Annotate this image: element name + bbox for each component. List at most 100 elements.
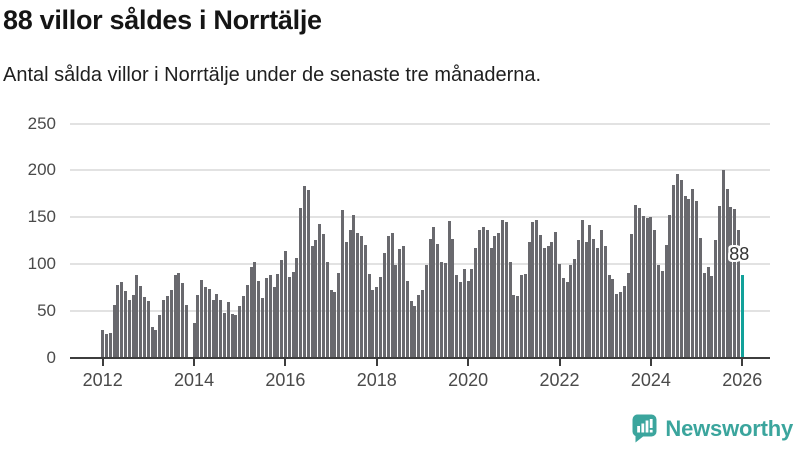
bar xyxy=(363,245,367,358)
bar xyxy=(219,299,223,358)
x-axis-tick xyxy=(649,359,652,366)
bar xyxy=(539,235,542,358)
bar xyxy=(618,292,622,358)
bar xyxy=(660,270,664,358)
bar xyxy=(611,279,615,358)
bar xyxy=(729,207,733,358)
bar xyxy=(417,295,421,358)
bar xyxy=(668,215,672,358)
bar xyxy=(299,207,303,358)
gridline xyxy=(70,216,770,219)
bar xyxy=(322,234,325,358)
bar xyxy=(116,284,120,358)
bar xyxy=(493,236,497,358)
bar xyxy=(234,314,238,358)
bar xyxy=(310,246,314,358)
bar xyxy=(405,281,409,358)
bar xyxy=(382,252,386,358)
bar xyxy=(622,285,626,358)
bar xyxy=(664,245,668,358)
x-axis-label: 2024 xyxy=(630,370,671,390)
bar xyxy=(352,215,356,358)
bar xyxy=(283,251,287,358)
bar xyxy=(200,280,204,358)
bar xyxy=(245,284,249,358)
bar xyxy=(329,290,333,358)
bar xyxy=(105,333,108,358)
x-axis-label: 2016 xyxy=(265,370,306,390)
bar xyxy=(127,299,131,358)
bar xyxy=(466,281,470,358)
bar xyxy=(413,306,417,358)
chart-subtitle: Antal sålda villor i Norrtälje under de … xyxy=(3,64,542,86)
bar xyxy=(569,265,573,358)
bar xyxy=(257,281,261,358)
bar xyxy=(462,268,466,358)
bar xyxy=(630,234,634,358)
bar xyxy=(318,223,322,358)
bar xyxy=(626,272,630,358)
bar xyxy=(725,189,729,358)
x-axis-line xyxy=(70,357,770,359)
bar xyxy=(333,292,337,358)
bar xyxy=(653,230,657,358)
x-axis-tick xyxy=(741,359,744,366)
highlight-value-label: 88 xyxy=(729,244,750,265)
bar xyxy=(253,262,257,358)
bar xyxy=(356,233,360,358)
bar xyxy=(489,248,493,358)
bar xyxy=(550,241,554,358)
bar xyxy=(436,243,440,358)
x-axis-tick xyxy=(467,359,470,366)
bar xyxy=(261,297,265,358)
bar xyxy=(676,174,680,358)
bar xyxy=(211,299,215,358)
bar xyxy=(634,205,638,358)
x-axis-tick xyxy=(101,359,104,366)
x-axis-tick xyxy=(284,359,287,366)
y-axis-label: 50 xyxy=(37,301,56,321)
y-axis-label: 150 xyxy=(27,207,56,227)
y-axis-label: 100 xyxy=(27,254,56,274)
bar xyxy=(401,246,405,358)
bar xyxy=(272,286,276,358)
bar xyxy=(565,282,569,358)
bar xyxy=(535,220,539,358)
bar xyxy=(527,241,531,358)
bar xyxy=(736,229,740,358)
bar xyxy=(124,291,128,358)
bar xyxy=(531,222,535,358)
bar xyxy=(341,209,345,358)
bar xyxy=(207,288,211,358)
bar xyxy=(139,285,143,358)
bar xyxy=(710,276,714,358)
bar xyxy=(386,236,390,358)
bar xyxy=(481,226,485,358)
x-axis-label: 2018 xyxy=(356,370,397,390)
bar xyxy=(599,230,603,358)
bar xyxy=(519,275,523,358)
bar xyxy=(131,295,135,358)
bar xyxy=(523,273,527,358)
bar xyxy=(215,294,219,358)
bar xyxy=(120,282,124,358)
bar xyxy=(714,239,718,358)
newsworthy-logo[interactable]: Newsworthy xyxy=(632,414,793,443)
bar xyxy=(223,312,227,358)
bar xyxy=(108,332,112,358)
bar xyxy=(162,299,166,358)
x-axis-tick xyxy=(375,359,378,366)
bar xyxy=(184,305,188,358)
bar xyxy=(603,246,607,358)
bar xyxy=(683,195,687,358)
bar xyxy=(596,248,600,358)
y-axis-label: 0 xyxy=(46,348,56,367)
bar xyxy=(112,304,116,358)
bar xyxy=(459,282,463,358)
bar xyxy=(398,249,402,358)
x-axis-label: 2020 xyxy=(448,370,489,390)
bar xyxy=(242,296,246,358)
bar xyxy=(249,267,253,358)
bar xyxy=(287,277,291,358)
